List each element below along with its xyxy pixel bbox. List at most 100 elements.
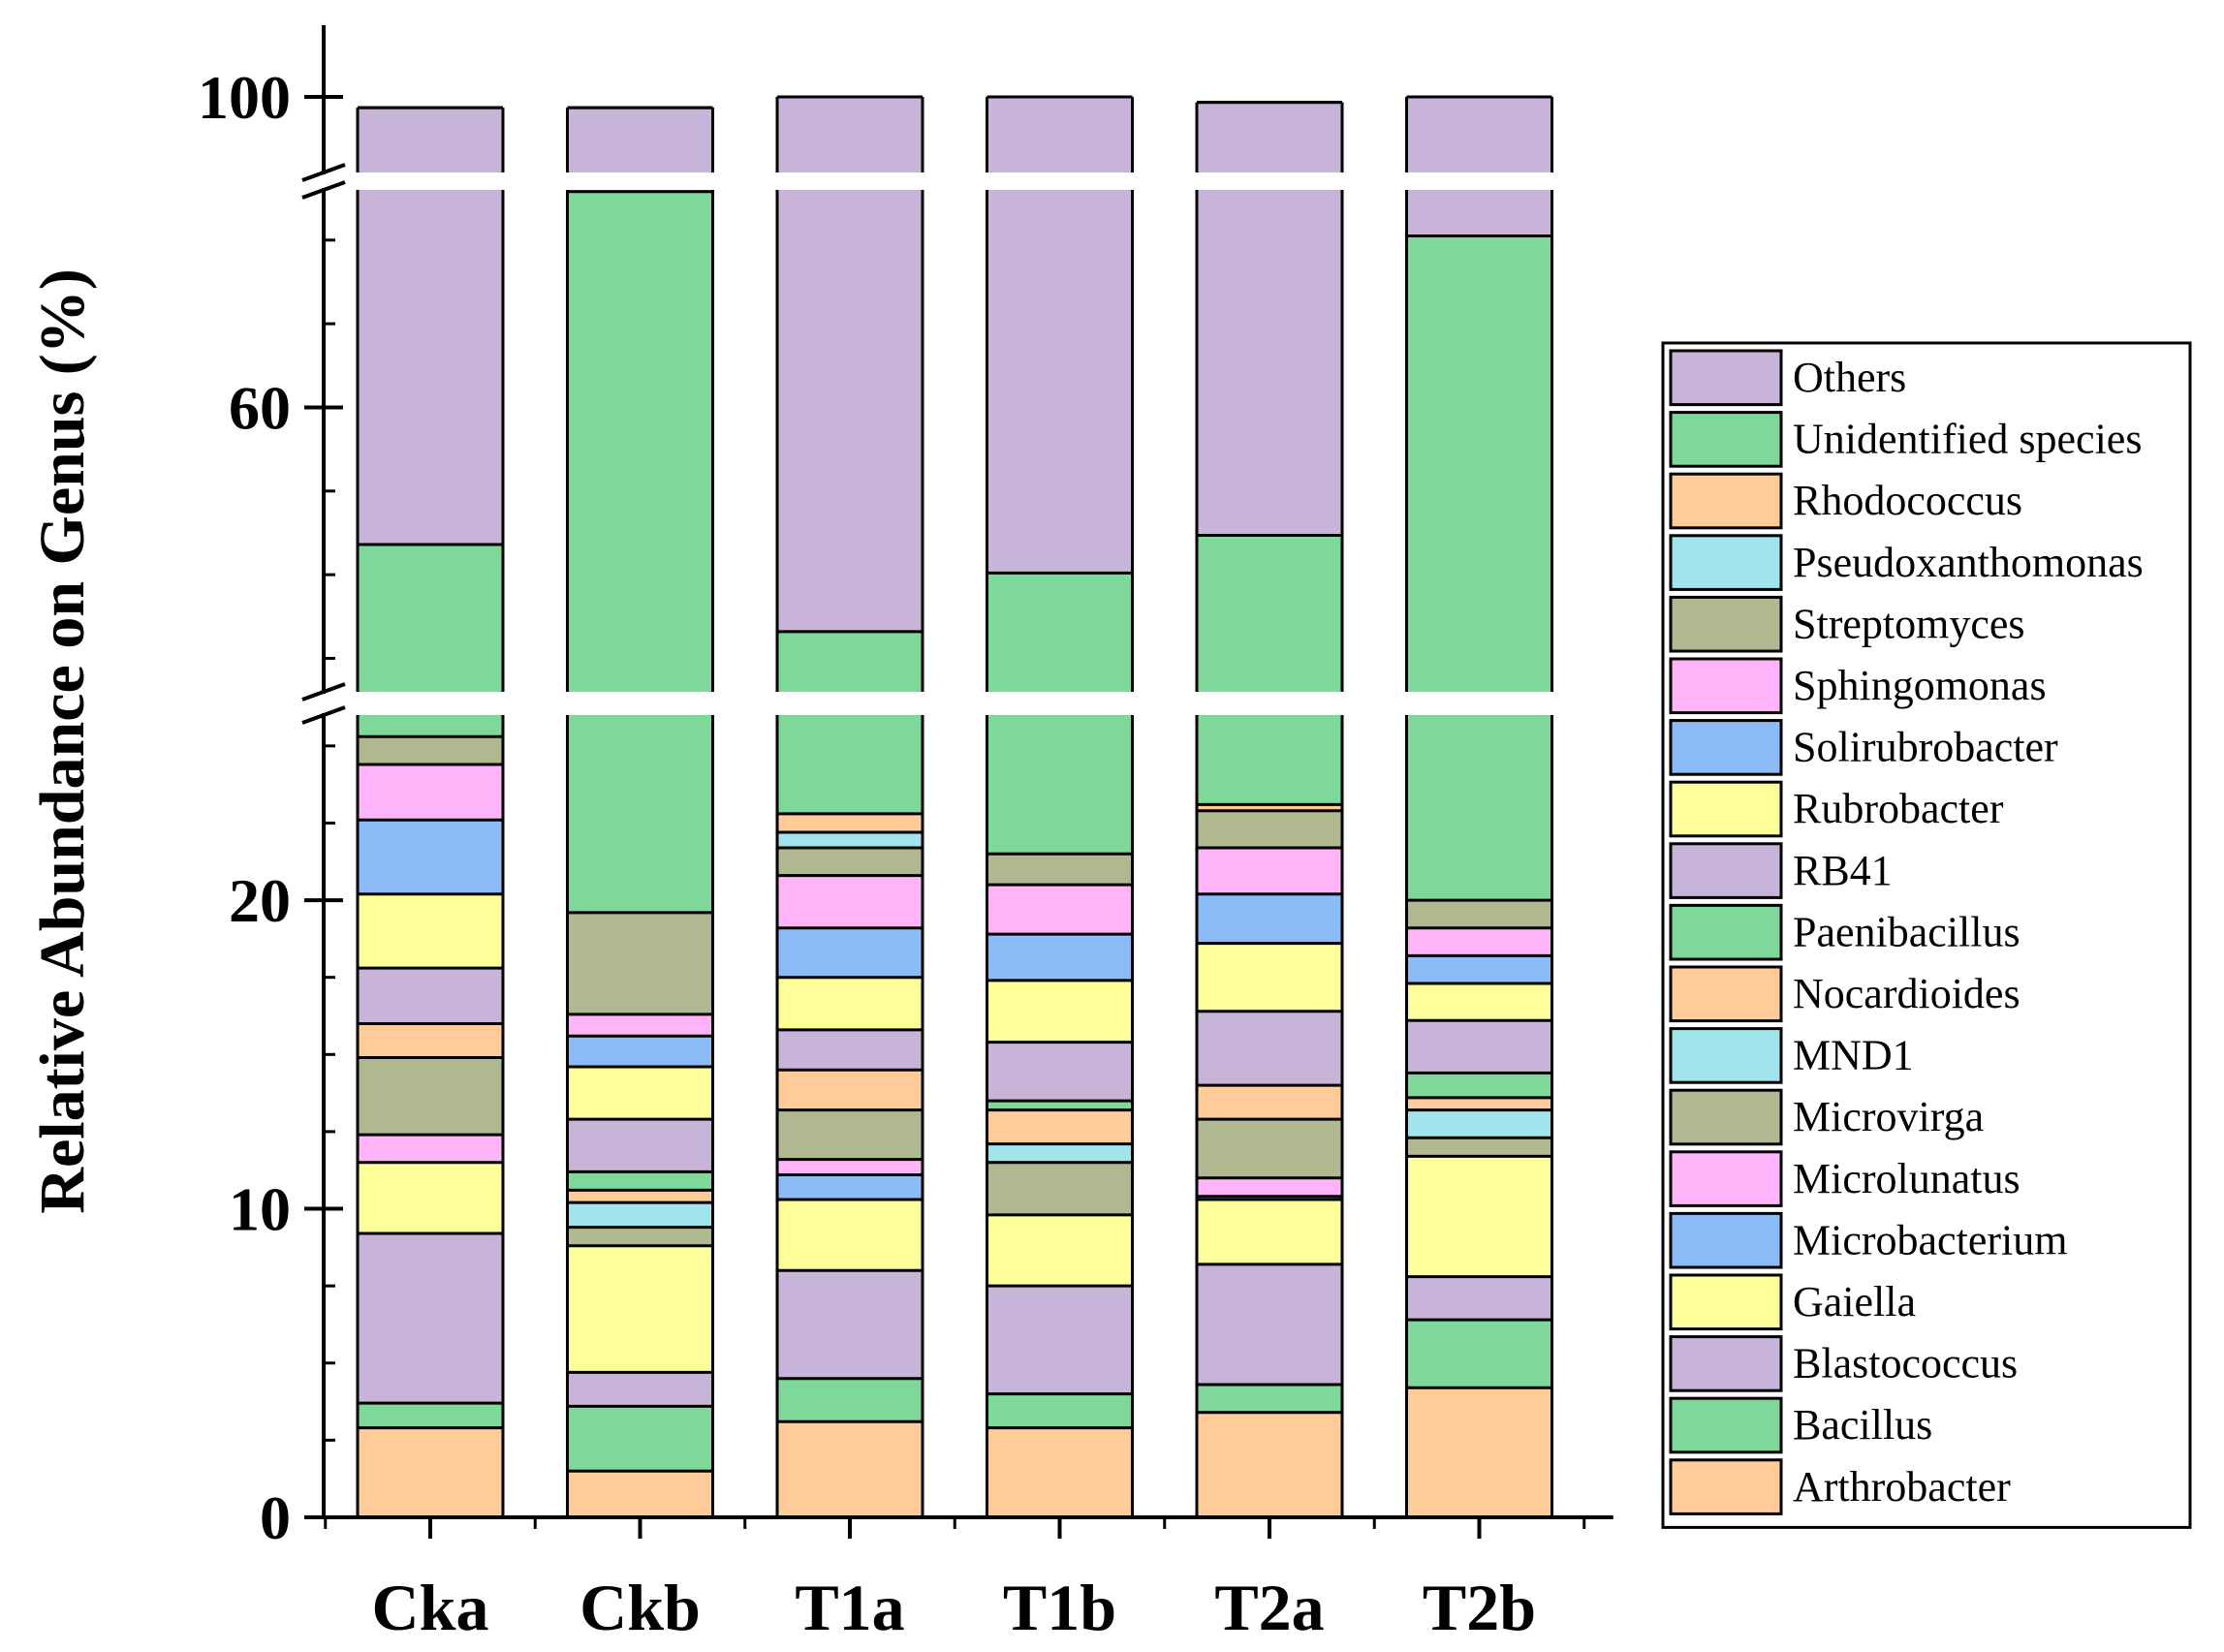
bar-ckb-arthrobacter	[567, 1471, 713, 1517]
bar-t2a-others	[1197, 102, 1342, 172]
legend-label: Microlunatus	[1793, 1155, 2020, 1202]
legend-item-microbacterium: Microbacterium	[1669, 1211, 2067, 1269]
bar-t2a-arthrobacter	[1197, 1412, 1342, 1517]
legend-swatch	[1669, 1211, 1783, 1269]
legend-label: Streptomyces	[1793, 600, 2025, 647]
bar-t2a-rhodococcus	[1197, 804, 1342, 811]
bar-t1b-others	[987, 97, 1133, 172]
bar-t2b-mnd1	[1406, 1109, 1552, 1138]
bar-t1b-rb41	[987, 1042, 1133, 1102]
bar-t1a-gaiella	[777, 1199, 923, 1271]
bar-t1a-nocardioides	[777, 1070, 923, 1110]
bar-t1a-arthrobacter	[777, 1421, 923, 1517]
bar-t1a-solirubrobacter	[777, 927, 923, 978]
legend-label: Others	[1793, 354, 1906, 401]
bar-cka-unidentified-species	[358, 545, 503, 692]
legend-item-blastococcus: Blastococcus	[1669, 1335, 2018, 1392]
axis-break-mark	[301, 163, 346, 182]
legend-label: Bacillus	[1793, 1401, 1932, 1449]
legend-swatch	[1669, 780, 1783, 838]
legend-label: Arthrobacter	[1793, 1463, 2011, 1511]
bar-t2b-streptomyces	[1406, 900, 1552, 928]
legend-item-microlunatus: Microlunatus	[1669, 1150, 2020, 1207]
bar-t1b-nocardioides	[987, 1109, 1133, 1144]
legend-label: Paenibacillus	[1793, 908, 2020, 955]
legend-label: RB41	[1793, 847, 1893, 894]
bar-t1a-rhodococcus	[777, 813, 923, 833]
bar-t1b-bacillus	[987, 1393, 1133, 1428]
legend-swatch	[1669, 1088, 1783, 1146]
y-tick-label: 20	[229, 866, 291, 935]
bar-t1a-pseudoxanthomonas	[777, 832, 923, 848]
legend-label: MND1	[1793, 1032, 1914, 1079]
bar-cka-rubrobacter	[358, 893, 503, 969]
legend-label: Solirubrobacter	[1793, 724, 2058, 771]
axis-break-mark	[301, 180, 346, 200]
legend-item-pseudoxanthomonas: Pseudoxanthomonas	[1669, 534, 2144, 591]
bar-t2a-gaiella	[1197, 1199, 1342, 1264]
legend-label: Microbacterium	[1793, 1216, 2067, 1263]
bar-cka-microlunatus	[358, 1135, 503, 1163]
bar-ckb-solirubrobacter	[567, 1036, 713, 1068]
y-axis-label: Relative Abundance on Genus (%)	[27, 268, 98, 1213]
bar-ckb-sphingomonas	[567, 1013, 713, 1037]
bar-t1a-microbacterium	[777, 1174, 923, 1200]
bar-ckb-mnd1	[567, 1202, 713, 1228]
bar-t1a-rubrobacter	[777, 977, 923, 1030]
legend-swatch	[1669, 1150, 1783, 1207]
legend-swatch	[1669, 1335, 1783, 1392]
bar-ckb-streptomyces	[567, 912, 713, 1014]
bar-ckb-microvirga	[567, 1227, 713, 1246]
bar-t1b-rubrobacter	[987, 980, 1133, 1043]
bar-t1b-arthrobacter	[987, 1427, 1133, 1517]
bar-ckb-unidentified-species	[567, 191, 713, 692]
bar-ckb-gaiella	[567, 1245, 713, 1373]
legend-swatch	[1669, 719, 1783, 776]
legend-item-others: Others	[1669, 349, 1906, 407]
y-tick-label: 60	[229, 373, 291, 442]
legend-item-rb41: RB41	[1669, 842, 1893, 899]
bar-stack-t1a	[775, 95, 924, 1519]
legend-item-microvirga: Microvirga	[1669, 1088, 1984, 1146]
bar-t2a-sphingomonas	[1197, 847, 1342, 894]
x-tick-label-t1b: T1b	[1003, 1571, 1116, 1644]
legend-item-mnd1: MND1	[1669, 1027, 1914, 1084]
bar-t2a-nocardioides	[1197, 1085, 1342, 1120]
bar-t1b-microvirga	[987, 1162, 1133, 1215]
legend-swatch	[1669, 1458, 1783, 1515]
bar-t1b-sphingomonas	[987, 885, 1133, 935]
bar-t2a-solirubrobacter	[1197, 893, 1342, 944]
bar-t2b-microvirga	[1406, 1138, 1552, 1157]
bar-cka-rb41	[358, 968, 503, 1024]
x-tick-label-cka: Cka	[372, 1571, 489, 1644]
bar-t1a-bacillus	[777, 1378, 923, 1422]
x-tick-label-t2b: T2b	[1423, 1571, 1536, 1644]
legend-label: Unidentified species	[1793, 416, 2142, 463]
bar-cka-others	[358, 190, 503, 545]
legend-label: Pseudoxanthomonas	[1793, 539, 2144, 586]
legend-label: Nocardioides	[1793, 970, 2020, 1017]
bar-cka-arthrobacter	[358, 1427, 503, 1517]
legend-swatch	[1669, 842, 1783, 899]
bar-t1b-gaiella	[987, 1214, 1133, 1287]
bar-t2b-unidentified-species	[1406, 715, 1552, 901]
y-tick-label: 0	[260, 1483, 291, 1552]
bar-stacks	[356, 95, 1553, 1519]
bar-t2b-gaiella	[1406, 1156, 1552, 1277]
bar-ckb-blastococcus	[567, 1372, 713, 1407]
bar-t2b-blastococcus	[1406, 1276, 1552, 1321]
bar-t1b-others	[987, 190, 1133, 574]
legend-item-sphingomonas: Sphingomonas	[1669, 657, 2047, 715]
bar-stack-t2b	[1405, 95, 1553, 1519]
x-tick-label-ckb: Ckb	[579, 1571, 701, 1644]
axis-break-mark	[301, 682, 346, 701]
bar-cka-gaiella	[358, 1162, 503, 1234]
bar-t2a-unidentified-species	[1197, 715, 1342, 805]
x-tick-label-t1a: T1a	[795, 1571, 904, 1644]
bar-t1a-microvirga	[777, 1109, 923, 1160]
legend-swatch	[1669, 1273, 1783, 1331]
bar-t1a-streptomyces	[777, 847, 923, 876]
bar-stack-cka	[356, 106, 505, 1519]
x-axis: Cka Ckb T1a T1b T2a T2b	[324, 1515, 1613, 1644]
